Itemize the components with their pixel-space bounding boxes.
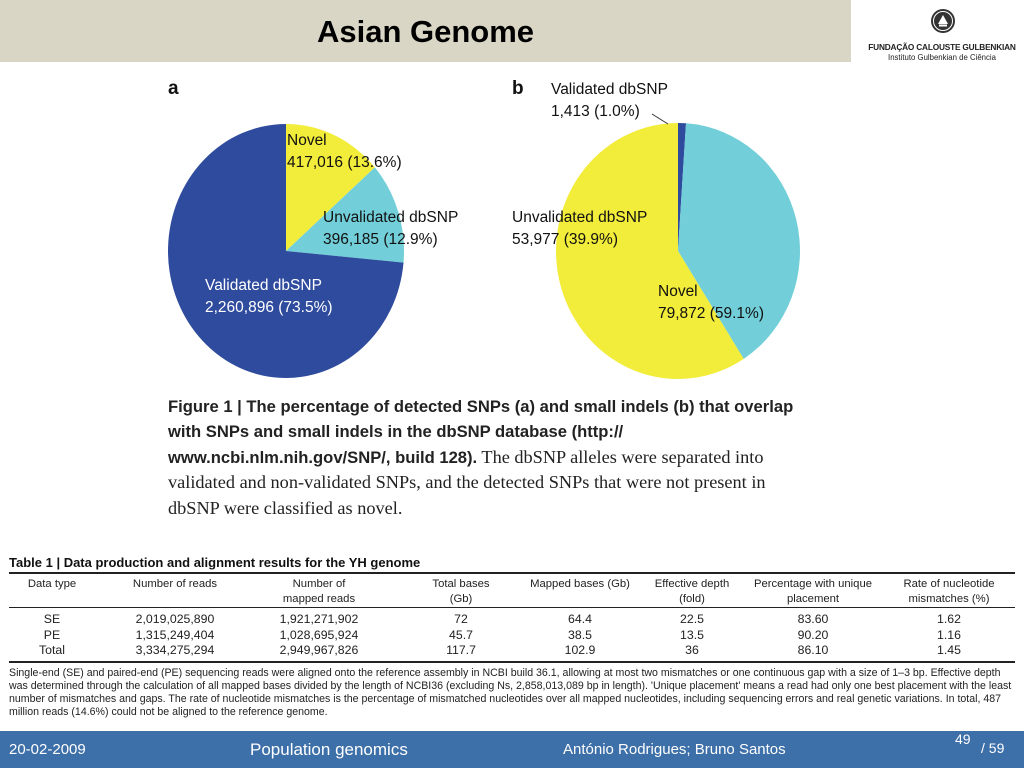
pie-a-slice-unvalidated-dbsnp (286, 167, 405, 263)
figure-caption: Figure 1 | The percentage of detected SN… (168, 394, 808, 521)
pie-b-label-unvalidated-name: Unvalidated dbSNP (512, 209, 648, 226)
title-bar (0, 0, 851, 62)
footer-page-number: 49 (955, 731, 971, 747)
pie-a-label-validated-name: Validated dbSNP (205, 277, 322, 294)
pie-a-label-unvalidated: Unvalidated dbSNP 396,185 (12.9%) (323, 207, 458, 251)
table-header-cell: Data type (27, 578, 77, 590)
table-cell: Total (39, 643, 65, 657)
table-cell: 1.62 (937, 612, 961, 626)
footer-page-total: / 59 (981, 740, 1005, 756)
figure-caption-rest: The dbSNP alleles were separated into va… (168, 446, 766, 518)
footer-bar (0, 731, 1024, 768)
table-cell: 13.5 (680, 627, 704, 642)
table-cell: 45.7 (449, 627, 473, 642)
table-header-rule (9, 607, 1015, 608)
table-top-rule (9, 572, 1015, 574)
pie-b-label-validated: Validated dbSNP 1,413 (1.0%) (551, 79, 668, 123)
pie-a-slice-validated-dbsnp (168, 124, 404, 379)
table-header-cell: Number of reads (132, 578, 218, 590)
table-cell: 3,334,275,294 (135, 643, 215, 657)
table-header-cell: Percentage with unique placement (753, 578, 873, 605)
seal-icon (931, 9, 955, 33)
pie-a-label-novel: Novel 417,016 (13.6%) (287, 130, 402, 174)
table-cell: 1.16 (937, 627, 961, 642)
table-cell: 2,019,025,890 (135, 612, 215, 626)
slide-title: Asian Genome (316, 14, 535, 49)
pie-chart-b (555, 123, 800, 379)
pie-b-label-novel-value: 79,872 (59.1%) (658, 305, 764, 322)
logo-line-1: FUNDAÇÃO CALOUSTE GULBENKIAN (868, 42, 1016, 52)
pie-b-slice-validated-dbsnp (678, 123, 686, 251)
panel-a-letter: a (168, 78, 179, 99)
table-cell: 38.5 (568, 627, 592, 642)
pie-chart-a (168, 124, 405, 379)
pie-a-label-novel-name: Novel (287, 132, 327, 149)
pie-a-label-unvalidated-name: Unvalidated dbSNP (323, 209, 459, 226)
table-cell: 64.4 (568, 612, 592, 626)
pie-b-label-unvalidated: Unvalidated dbSNP 53,977 (39.9%) (512, 207, 647, 251)
table-header-cell: Rate of nucleotide mismatches (%) (903, 578, 995, 605)
pie-b-label-validated-value: 1,413 (1.0%) (551, 103, 640, 120)
table-header-cell: Total bases (Gb) (432, 578, 490, 605)
table-header-cell: Number of mapped reads (282, 578, 356, 605)
table-cell: 1,921,271,902 (279, 612, 359, 626)
pie-b-label-novel-name: Novel (658, 283, 698, 300)
institution-logo: FUNDAÇÃO CALOUSTE GULBENKIAN Instituto G… (866, 6, 1018, 62)
table-cell: 22.5 (680, 612, 704, 626)
pie-b-slice-novel (555, 123, 744, 379)
table-cell: PE (43, 627, 61, 642)
pie-a-label-novel-value: 417,016 (13.6%) (287, 154, 402, 171)
pie-b-slice-unvalidated-dbsnp (678, 123, 800, 359)
footer-date: 20-02-2009 (9, 741, 86, 758)
pie-b-label-validated-name: Validated dbSNP (551, 81, 668, 98)
pie-b-label-unvalidated-value: 53,977 (39.9%) (512, 231, 618, 248)
table-cell: 102.9 (564, 643, 596, 657)
table-cell: 83.60 (797, 612, 829, 626)
table-cell: 72 (454, 612, 468, 626)
table-cell: 86.10 (797, 643, 829, 657)
table-cell: 117.7 (446, 643, 476, 657)
pie-a-label-validated: Validated dbSNP 2,260,896 (73.5%) (205, 275, 333, 319)
table-cell: SE (43, 612, 61, 626)
table-cell: 2,949,967,826 (279, 643, 359, 657)
table-cell: 36 (685, 643, 699, 657)
pie-a-slice-novel (286, 124, 375, 251)
table-header-cell: Mapped bases (Gb) (530, 578, 630, 590)
logo-line-2: Instituto Gulbenkian de Ciência (888, 53, 996, 62)
panel-b-letter: b (512, 78, 524, 99)
pie-a-label-validated-value: 2,260,896 (73.5%) (205, 299, 333, 316)
figure-caption-bold: Figure 1 | The percentage of detected SN… (168, 397, 794, 467)
table-cell: 1,315,249,404 (135, 627, 215, 642)
table-footnote: Single-end (SE) and paired-end (PE) sequ… (9, 667, 1012, 718)
leader-line (651, 113, 669, 125)
pie-a-label-unvalidated-value: 396,185 (12.9%) (323, 231, 438, 248)
table-cell: 1,028,695,924 (279, 627, 359, 642)
table-header-cell: Effective depth (fold) (654, 578, 730, 605)
table-cell: 90.20 (797, 627, 829, 642)
footer-topic: Population genomics (250, 740, 408, 759)
table-bottom-rule (9, 661, 1015, 663)
table-cell: 1.45 (937, 643, 961, 657)
footer-authors: António Rodrigues; Bruno Santos (563, 741, 786, 758)
table-title: Table 1 | Data production and alignment … (9, 555, 421, 570)
pie-b-label-novel: Novel 79,872 (59.1%) (658, 281, 764, 325)
